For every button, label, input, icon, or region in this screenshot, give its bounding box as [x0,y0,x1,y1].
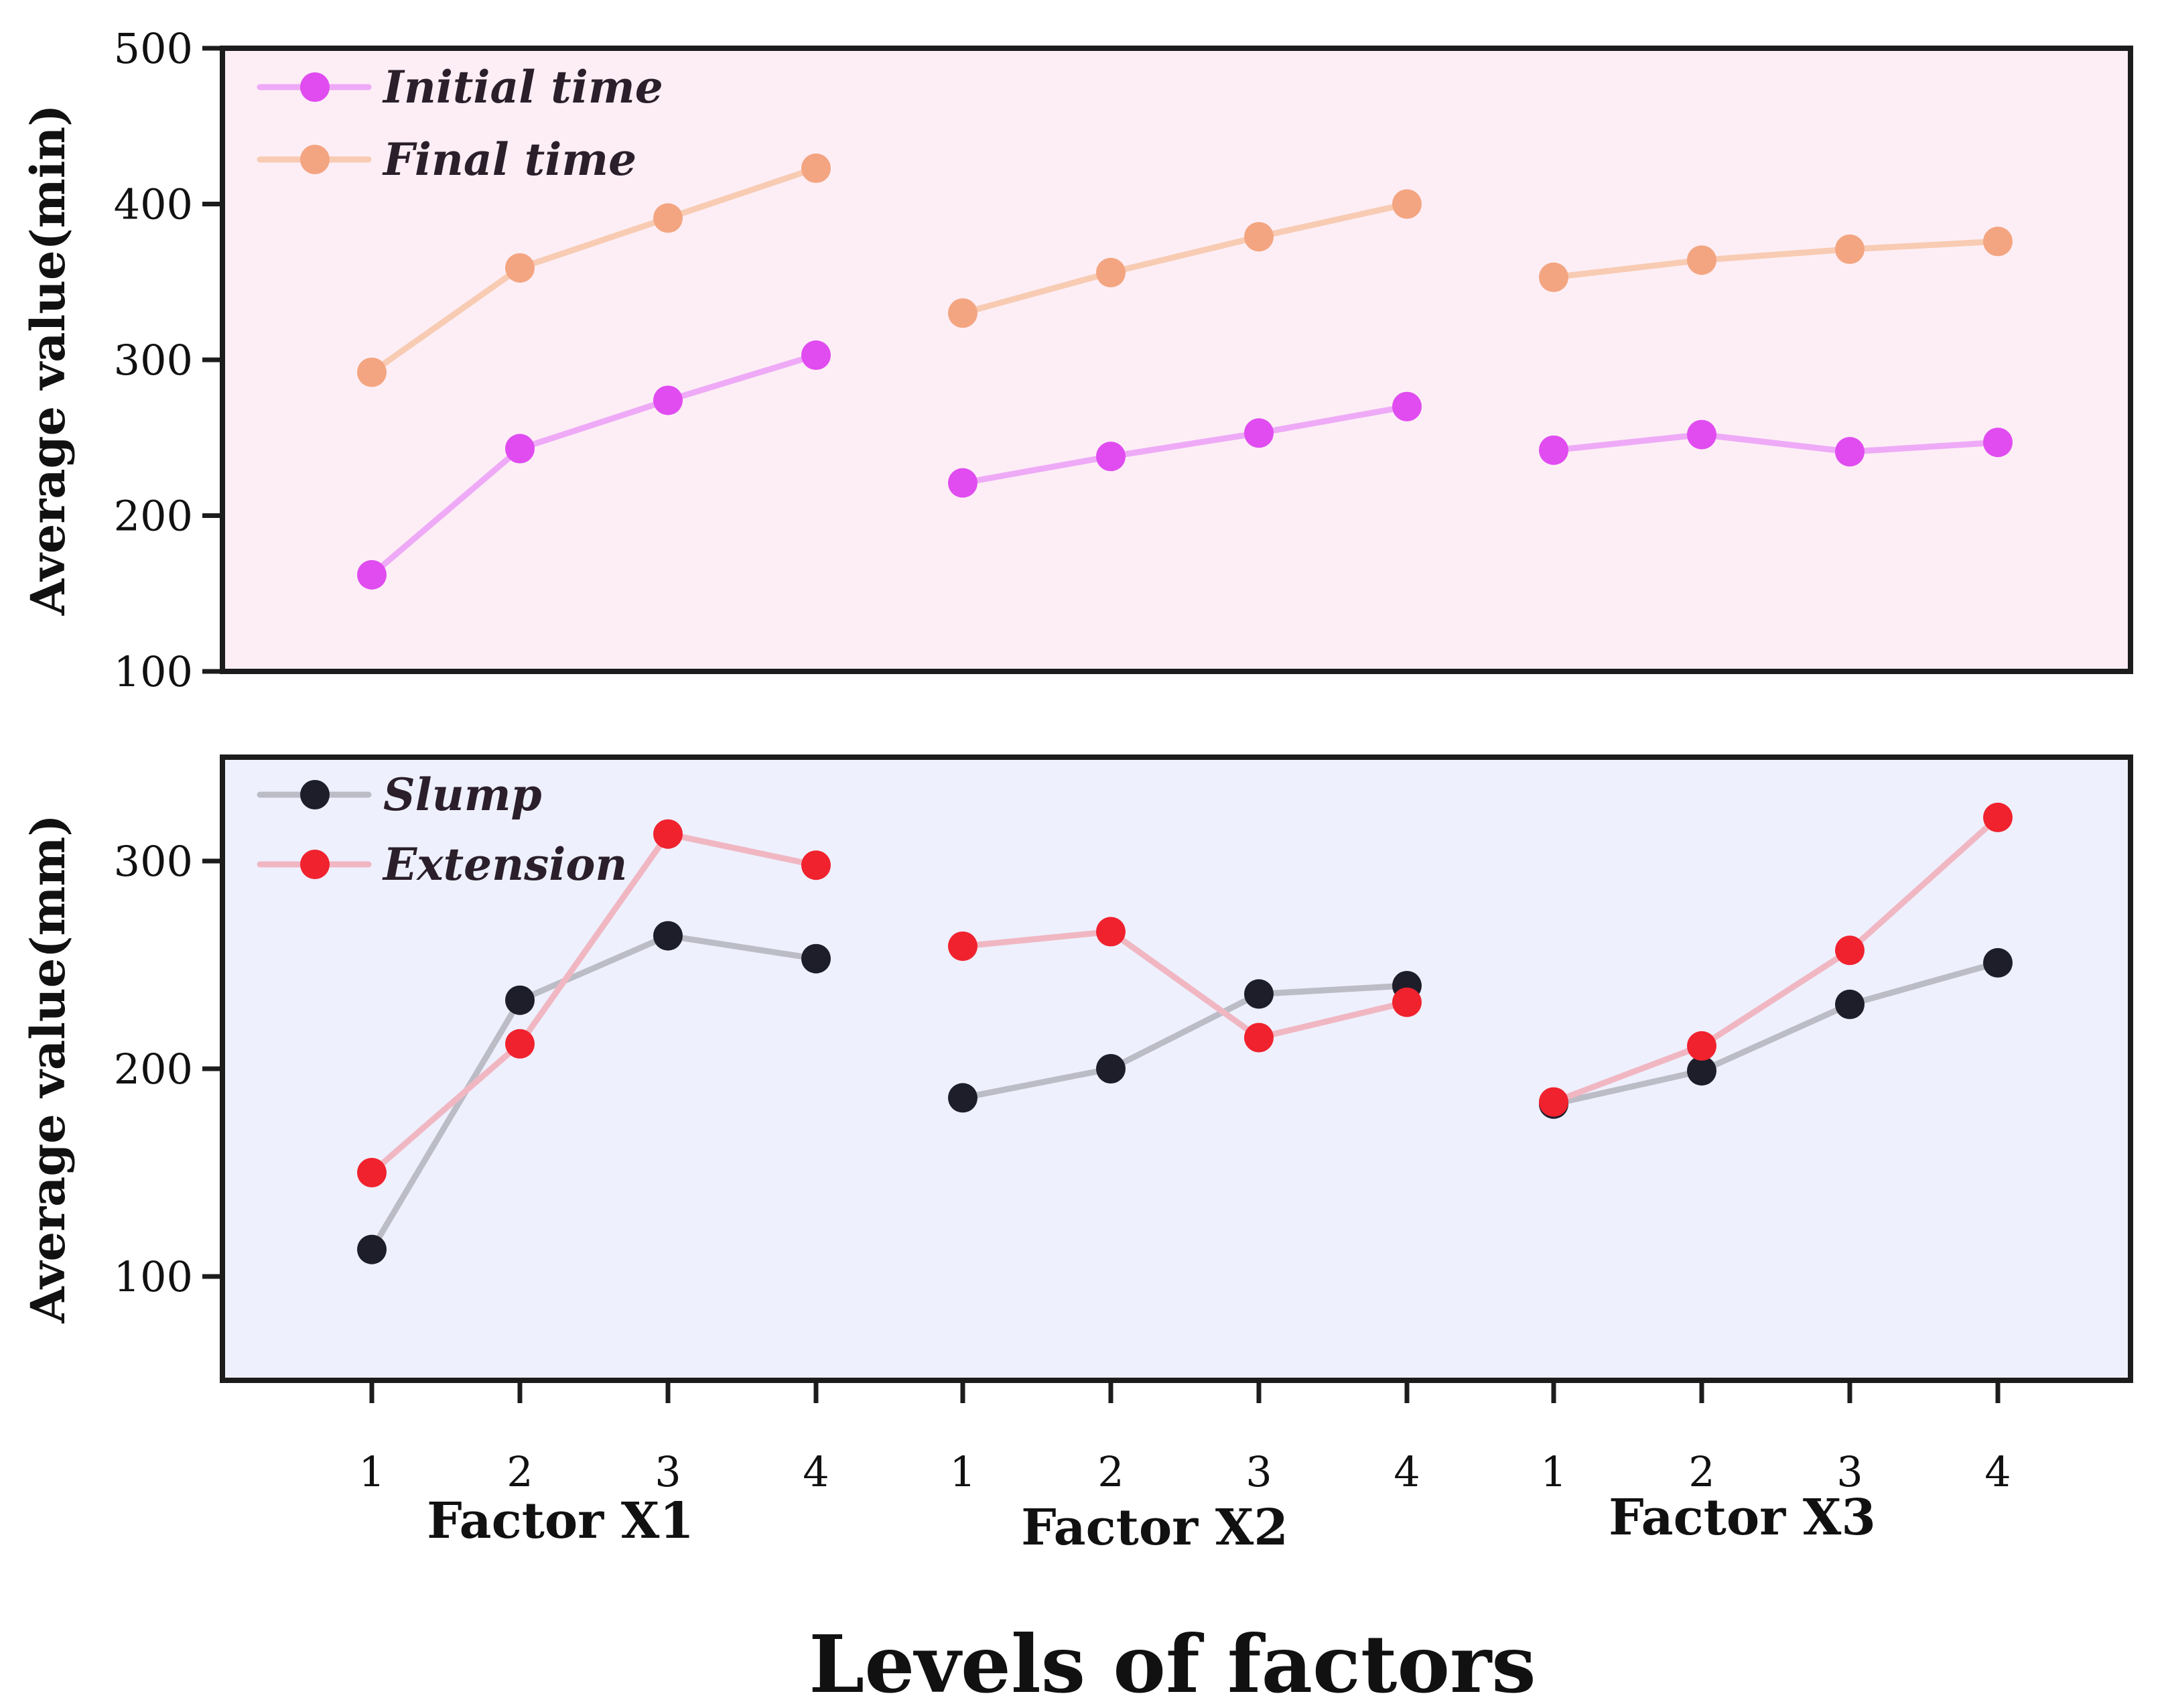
legend-marker-1-2 [300,145,330,174]
data-point-2-2-1-1 [357,1158,387,1187]
y-axis-label-1: Average value(min) [20,105,76,616]
data-point-1-1-1-2 [505,434,535,464]
series-line-2-1-group-1 [368,933,819,1253]
x-tick-label-12: 4 [1984,1447,2011,1496]
data-point-2-1-2-2 [1096,1054,1126,1083]
data-point-2-2-2-2 [1096,917,1126,947]
x-tick-label-1: 1 [358,1447,385,1496]
series-line-1-1-group-1 [368,352,819,578]
data-point-1-2-1-2 [505,253,535,283]
data-point-1-1-3-2 [1687,419,1716,450]
data-point-2-1-1-4 [801,943,831,974]
data-point-1-1-2-1 [948,468,977,498]
legend-label-1-2: Final time [382,133,636,186]
y-tick-label-2-3: 300 [114,837,193,886]
data-point-1-2-3-2 [1687,245,1716,275]
series-line-1-2-group-3 [1550,238,2001,281]
series-line-2-2-group-3 [1550,814,2001,1106]
data-point-1-2-1-4 [801,153,831,184]
data-point-1-1-3-4 [1983,428,2013,458]
data-point-1-2-1-3 [653,203,683,233]
x-tick-label-2: 2 [506,1447,533,1496]
data-point-1-1-3-3 [1835,437,1865,467]
data-point-2-1-1-3 [653,921,683,951]
x-tick-label-3: 3 [655,1447,681,1496]
series-line-2-2-group-1 [368,831,819,1176]
data-point-1-2-3-3 [1835,234,1865,264]
legend-label-1-1: Initial time [382,61,663,113]
data-point-2-1-2-3 [1244,979,1274,1009]
legend-label-2-1: Slump [383,769,542,821]
x-tick-label-5: 1 [949,1447,975,1496]
data-point-2-2-2-3 [1244,1023,1274,1053]
data-point-2-2-1-4 [801,850,831,880]
y-tick-label-1-4: 400 [114,180,193,229]
data-point-2-2-1-2 [505,1029,535,1059]
group-label-2: Factor X2 [1021,1499,1288,1557]
y-tick-label-1-5: 500 [114,24,193,73]
data-point-2-2-3-3 [1835,935,1865,966]
legend-marker-2-1 [300,780,330,809]
x-tick-label-9: 1 [1540,1447,1566,1496]
data-point-2-1-3-3 [1835,989,1865,1019]
data-point-1-2-3-4 [1983,226,2013,257]
x-tick-label-4: 4 [803,1447,829,1496]
data-point-1-1-1-4 [801,340,831,371]
data-point-1-2-1-1 [357,357,387,387]
x-tick-label-7: 3 [1245,1447,1272,1496]
series-line-1-1-group-2 [959,403,1410,486]
data-point-1-1-3-1 [1539,435,1568,465]
y-tick-label-1-2: 200 [114,492,193,541]
data-point-1-1-2-4 [1392,391,1422,421]
data-point-1-2-2-3 [1244,222,1274,252]
data-point-1-2-2-4 [1392,189,1422,219]
data-point-2-2-3-1 [1539,1087,1568,1117]
legend-marker-2-2 [300,850,330,879]
data-point-1-1-2-3 [1244,418,1274,448]
x-axis-label: Levels of factors [809,1618,1536,1705]
data-point-1-2-2-2 [1096,257,1126,287]
y-tick-label-2-1: 100 [114,1252,193,1301]
data-point-2-1-1-1 [357,1234,387,1264]
group-label-1: Factor X1 [427,1492,694,1550]
data-point-2-2-2-1 [948,931,977,962]
data-point-1-1-2-2 [1096,442,1126,472]
x-tick-label-8: 4 [1394,1447,1420,1496]
plot-frame-2 [220,754,2133,1383]
x-tick-label-11: 3 [1836,1447,1863,1496]
data-point-2-1-1-2 [505,985,535,1015]
series-line-1-1-group-3 [1550,432,2001,455]
group-label-3: Factor X3 [1609,1489,1876,1547]
data-point-2-2-3-4 [1983,802,2013,832]
series-line-1-2-group-1 [368,165,819,376]
series-line-2-1-group-2 [959,982,1410,1101]
legend-marker-1-1 [300,72,330,102]
data-point-2-2-3-2 [1687,1031,1716,1061]
data-point-2-1-2-1 [948,1083,977,1113]
data-point-1-2-3-1 [1539,262,1568,292]
series-line-1-2-group-2 [959,201,1410,316]
series-line-2-1-group-3 [1550,960,2001,1108]
series-line-2-2-group-2 [959,928,1410,1041]
y-axis-label-2: Average value(mm) [20,814,76,1323]
y-tick-label-1-1: 100 [114,647,193,696]
data-point-1-2-2-1 [948,298,977,328]
data-point-2-2-1-3 [653,819,683,849]
data-point-1-1-1-1 [357,560,387,590]
x-tick-label-6: 2 [1097,1447,1124,1496]
y-tick-label-1-3: 300 [114,336,193,385]
data-point-2-1-3-4 [1983,947,2013,978]
legend-label-2-2: Extension [382,838,627,891]
x-tick-label-10: 2 [1688,1447,1714,1496]
y-tick-label-2-2: 200 [114,1045,193,1094]
data-point-2-1-3-2 [1687,1056,1716,1086]
data-point-2-2-2-4 [1392,987,1422,1017]
data-point-1-1-1-3 [653,385,683,415]
plot-frame-1 [220,46,2133,674]
